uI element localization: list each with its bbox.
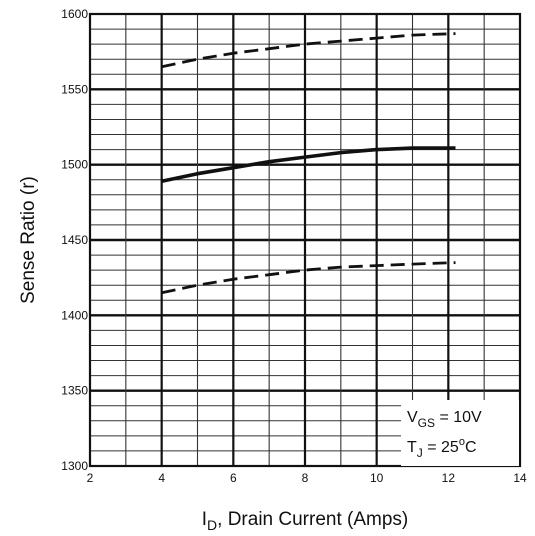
tj-annotation: TJ = 25oC xyxy=(407,436,477,460)
y-tick-label: 1400 xyxy=(61,308,88,322)
series-line-2 xyxy=(161,146,456,183)
x-tick-label: 4 xyxy=(158,471,165,485)
x-tick-label: 14 xyxy=(513,471,527,485)
x-tick-label: 12 xyxy=(442,471,456,485)
series-line-1 xyxy=(161,32,456,69)
y-tick-label: 1500 xyxy=(61,158,88,172)
plot-frame xyxy=(88,12,522,468)
x-tick-label: 6 xyxy=(230,471,237,485)
x-axis-title: ID, Drain Current (Amps) xyxy=(202,509,409,533)
y-tick-label: 1300 xyxy=(61,459,88,473)
y-tick-label: 1350 xyxy=(61,384,88,398)
y-tick-label: 1550 xyxy=(61,82,88,96)
y-tick-label: 1450 xyxy=(61,233,88,247)
series-line-3 xyxy=(161,261,456,295)
x-tick-label: 8 xyxy=(302,471,309,485)
legend-box: VGS = 10V TJ = 25oC xyxy=(401,400,519,466)
y-axis-title: Sense Ratio (r) xyxy=(18,176,39,304)
vgs-annotation: VGS = 10V xyxy=(407,409,482,430)
x-tick-label: 2 xyxy=(87,471,94,485)
y-tick-label: 1600 xyxy=(61,7,88,21)
x-tick-label: 10 xyxy=(370,471,384,485)
grid xyxy=(90,14,520,466)
tick-labels: 2 4 6 8 10 12 14 1300 1350 1400 1450 1500 1550 1600 xyxy=(61,7,527,485)
series-group xyxy=(161,32,456,295)
